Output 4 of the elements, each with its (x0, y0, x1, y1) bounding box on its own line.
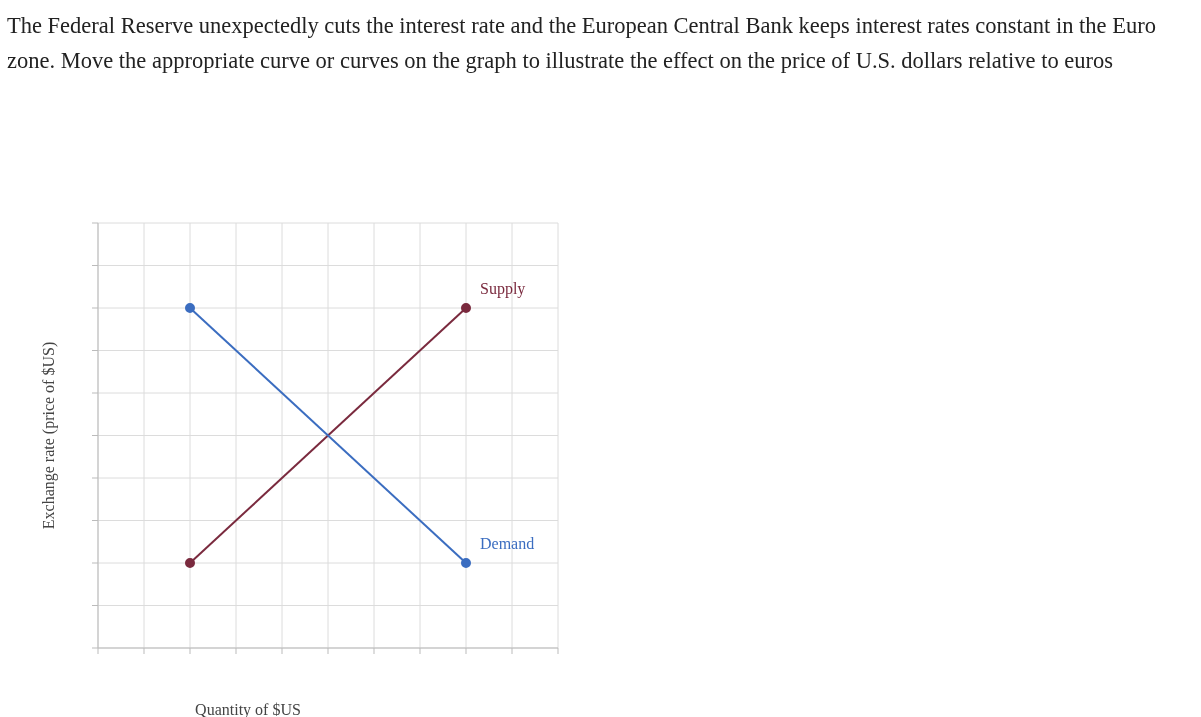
series-label: Supply (480, 280, 526, 298)
y-axis-title: Exchange rate (price of $US) (39, 341, 58, 530)
series-label: Demand (480, 535, 535, 552)
chart-title: The Federal Reserve unexpectedly cuts the interest rate and the European Central Bank keeps interest rates constant in the Euro zone. Move the appropriate curve or curves on the graph to illustrate the effect on the price of U.S. dollars relative to euros (7, 12, 1157, 75)
